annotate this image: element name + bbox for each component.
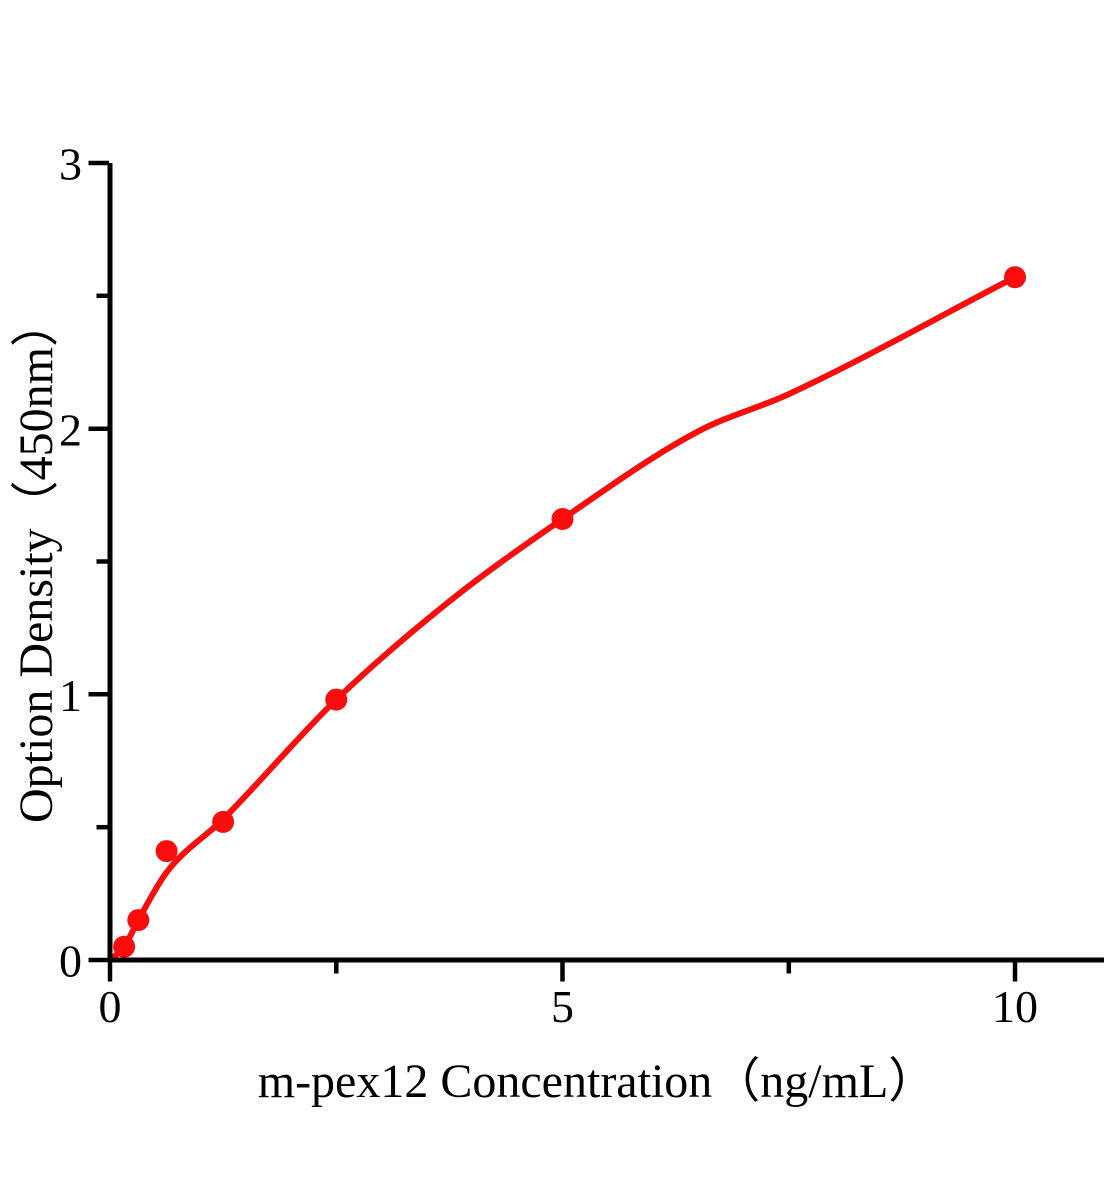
data-point — [113, 935, 136, 958]
data-point — [127, 909, 150, 932]
x-tick-label: 0 — [99, 981, 122, 1032]
x-tick-label: 5 — [551, 981, 574, 1032]
data-point — [551, 508, 574, 530]
data-point — [325, 688, 348, 711]
x-axis-title: m-pex12 Concentration（ng/mL） — [257, 1055, 937, 1108]
y-tick-label: 1 — [59, 670, 82, 721]
y-axis-title: Option Density（450nm） — [10, 299, 63, 823]
data-point — [1004, 266, 1026, 289]
y-tick-label: 2 — [59, 404, 82, 455]
x-tick-label: 10 — [992, 981, 1038, 1032]
fit-curve — [107, 274, 1018, 963]
data-point — [155, 840, 178, 863]
data-point — [212, 810, 235, 833]
y-tick-label: 0 — [59, 936, 82, 987]
y-tick-label: 3 — [59, 139, 82, 190]
